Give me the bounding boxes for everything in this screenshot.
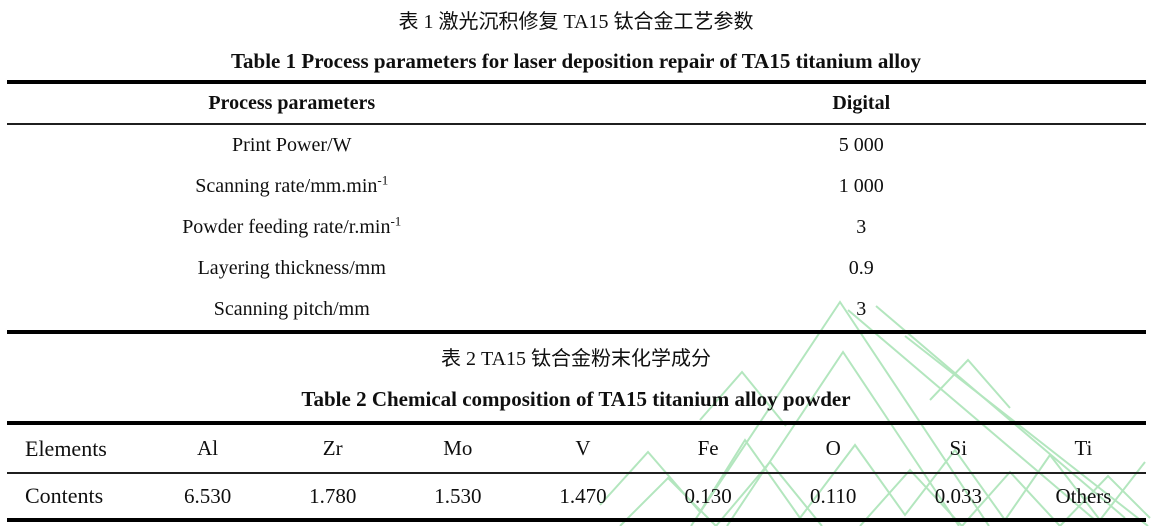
element-header: V — [575, 436, 591, 460]
value-cell: 1 000 — [838, 175, 884, 197]
table2-top-rule — [7, 421, 1146, 425]
unit-superscript: -1 — [377, 172, 389, 188]
value-cell: 0.9 — [848, 257, 874, 279]
parameter-cell: Scanning pitch/mm — [7, 298, 577, 321]
element-header: Si — [949, 436, 968, 460]
table1-header-digital: Digital — [832, 92, 891, 114]
parameter-label: Print Power/W — [232, 134, 352, 156]
parameter-cell: Layering thickness/mm — [7, 257, 577, 280]
table1-bottom-rule — [7, 330, 1146, 334]
table1-header-row: Process parameters Digital — [7, 84, 1146, 123]
value-cell: 5 000 — [838, 134, 884, 156]
element-header: Al — [197, 436, 219, 460]
value-cell: 3 — [856, 216, 867, 238]
element-header: O — [825, 436, 841, 460]
table2-title-chinese: 表 2 TA15 钛合金粉末化学成分 — [440, 348, 712, 370]
content-value: 1.470 — [559, 483, 607, 508]
element-header: Ti — [1074, 436, 1093, 460]
table-row: Scanning pitch/mm 3 — [7, 289, 1146, 330]
table2-header-rule — [7, 472, 1146, 474]
table1-header-rule — [7, 123, 1146, 125]
content-value: 1.780 — [309, 483, 357, 508]
content-value: 6.530 — [183, 483, 232, 508]
table-row: Powder feeding rate/r.min-1 3 — [7, 207, 1146, 248]
content-value: 0.110 — [809, 483, 857, 508]
table-row: Scanning rate/mm.min-1 1 000 — [7, 166, 1146, 207]
value-cell: 3 — [856, 298, 867, 320]
content-value: 0.130 — [684, 483, 732, 508]
element-header: Fe — [697, 436, 719, 460]
content-value: 1.530 — [434, 483, 482, 508]
unit-superscript: -1 — [390, 213, 402, 229]
table2-bottom-rule — [7, 518, 1146, 522]
parameter-label: Layering thickness/mm — [197, 257, 386, 279]
table2-header-row: Elements Al Zr Mo V Fe O Si Ti — [7, 425, 1146, 472]
parameter-cell: Scanning rate/mm.min-1 — [7, 172, 577, 198]
parameter-cell: Print Power/W — [7, 134, 577, 157]
parameter-label: Scanning rate/mm.min — [195, 175, 378, 197]
element-header: Zr — [322, 436, 343, 460]
table1-title-chinese: 表 1 激光沉积修复 TA15 钛合金工艺参数 — [398, 11, 754, 33]
contents-row-label: Contents — [25, 483, 104, 508]
parameter-label: Powder feeding rate/r.min — [182, 216, 391, 238]
table-row: Print Power/W 5 000 — [7, 125, 1146, 166]
parameter-cell: Powder feeding rate/r.min-1 — [7, 213, 577, 239]
table-row: Layering thickness/mm 0.9 — [7, 248, 1146, 289]
parameter-label: Scanning pitch/mm — [213, 298, 370, 320]
table1-top-rule — [7, 80, 1146, 84]
table-row: Contents 6.530 1.780 1.530 1.470 0.130 0… — [7, 474, 1146, 518]
elements-row-label: Elements — [25, 435, 107, 461]
table1-title-english: Table 1 Process parameters for laser dep… — [230, 49, 922, 73]
table2-title-english: Table 2 Chemical composition of TA15 tit… — [301, 387, 851, 411]
content-value: Others — [1055, 483, 1112, 508]
element-header: Mo — [443, 436, 473, 460]
table1-header-parameters: Process parameters — [208, 92, 376, 114]
content-value: 0.033 — [934, 483, 982, 508]
